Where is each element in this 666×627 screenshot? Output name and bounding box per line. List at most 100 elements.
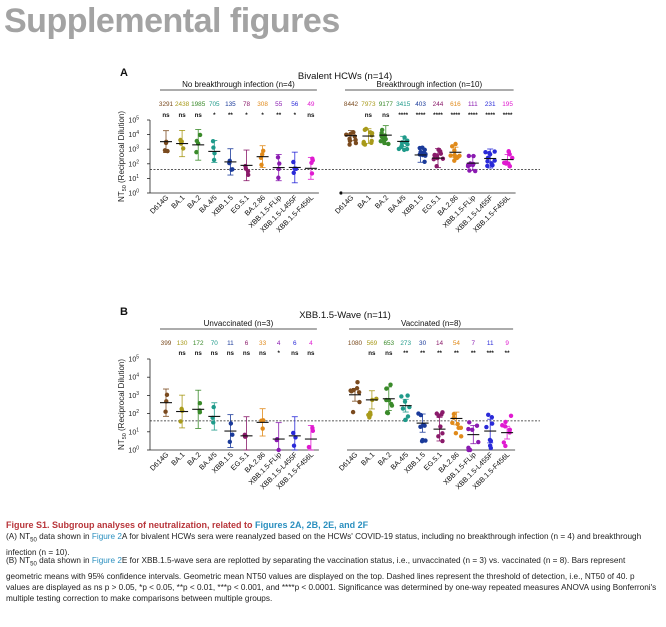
data-point: [211, 157, 217, 163]
data-point: [450, 420, 455, 425]
data-point: [403, 417, 408, 423]
significance-label: ns: [307, 350, 315, 357]
data-point: [438, 424, 443, 429]
geomean-label: 616: [450, 101, 461, 108]
y-tick-label: 102: [128, 159, 139, 168]
data-point: [448, 153, 453, 158]
data-point: [416, 411, 421, 416]
data-point: [434, 164, 439, 169]
data-point: [405, 138, 410, 143]
data-point: [484, 424, 489, 430]
category-label: D614G: [333, 193, 356, 216]
data-point: [485, 159, 490, 164]
significance-label: **: [437, 350, 442, 357]
data-point: [440, 438, 445, 444]
data-point: [352, 134, 357, 139]
y-tick-label: 102: [128, 409, 139, 418]
data-point: [361, 141, 366, 146]
data-point: [487, 150, 492, 156]
geomean-label: 135: [225, 101, 236, 108]
geomean-label: 195: [502, 101, 513, 108]
data-point: [467, 420, 472, 425]
category-label: BA.1: [169, 193, 186, 210]
significance-label: ns: [243, 350, 251, 357]
data-point: [350, 409, 356, 415]
geomean-label: 2438: [175, 101, 190, 108]
data-point: [362, 127, 368, 133]
data-point: [506, 149, 511, 154]
data-point: [405, 414, 411, 419]
data-point: [489, 161, 494, 166]
y-tick-label: 103: [128, 391, 139, 400]
geomean-label: 11: [487, 340, 494, 347]
data-point: [164, 392, 170, 398]
caption-figure-link[interactable]: Figures 2A, 2B, 2E, and 2F: [255, 520, 369, 530]
data-point: [243, 163, 248, 169]
data-point: [246, 172, 251, 178]
significance-label: ****: [433, 112, 443, 119]
data-point: [453, 430, 459, 436]
data-point: [453, 141, 458, 147]
significance-label: ns: [259, 350, 267, 357]
geomean-label: 172: [193, 340, 204, 347]
geomean-label: 55: [275, 101, 283, 108]
category-label: D614G: [337, 450, 360, 473]
data-point: [353, 137, 358, 143]
data-point: [501, 440, 507, 445]
data-point: [438, 149, 443, 154]
data-point: [458, 434, 464, 439]
data-point: [455, 421, 460, 427]
category-label: D614G: [148, 193, 171, 216]
geomean-label: 308: [257, 101, 268, 108]
data-point: [502, 424, 508, 429]
data-point: [230, 432, 235, 437]
data-point: [402, 399, 408, 404]
significance-label: **: [454, 350, 459, 357]
significance-label: **: [276, 112, 281, 119]
caption-b-mid: data shown in: [36, 556, 92, 565]
axis-break-marker: [339, 191, 343, 195]
data-point: [357, 399, 362, 405]
geomean-label: 231: [485, 101, 496, 108]
data-point: [229, 167, 234, 172]
data-point: [194, 149, 199, 155]
data-point: [436, 413, 441, 419]
panel-label: A: [120, 67, 128, 79]
panel-title: Bivalent HCWs (n=14): [298, 71, 392, 82]
data-point: [400, 406, 406, 411]
data-point: [310, 156, 315, 161]
data-point: [384, 386, 389, 391]
data-point: [344, 132, 349, 137]
group-title: Breakthrough infection (n=10): [376, 80, 482, 89]
y-axis-label: NT50 (Reciprocal Dilution): [117, 359, 128, 450]
significance-label: ns: [162, 112, 170, 119]
caption-panel-a: (A) NT50 data shown in Figure 2A for biv…: [6, 531, 660, 558]
caption-a-link[interactable]: Figure 2: [91, 532, 122, 541]
caption-b-link[interactable]: Figure 2: [91, 556, 122, 565]
panel-title: XBB.1.5-Wave (n=11): [299, 310, 391, 321]
geomean-label: 7973: [361, 101, 376, 108]
data-point: [436, 434, 441, 439]
data-point: [508, 413, 514, 418]
significance-label: ns: [365, 112, 373, 119]
data-point: [163, 409, 168, 414]
significance-label: **: [403, 350, 408, 357]
data-point: [355, 380, 360, 385]
data-point: [379, 130, 384, 136]
caption-title: Figure S1. Subgroup analyses of neutrali…: [6, 520, 660, 531]
data-point: [367, 410, 373, 415]
data-point: [422, 423, 427, 428]
significance-label: ns: [291, 350, 299, 357]
data-point: [228, 421, 234, 426]
caption-title-prefix: Figure S1. Subgroup analyses of neutrali…: [6, 520, 256, 530]
data-point: [452, 158, 457, 163]
data-point: [181, 146, 186, 151]
data-point: [178, 419, 183, 424]
significance-label: ns: [178, 350, 186, 357]
significance-label: *: [294, 112, 297, 119]
significance-label: ns: [307, 112, 315, 119]
significance-label: ****: [485, 112, 495, 119]
significance-label: **: [228, 112, 233, 119]
category-label: BA.1: [169, 450, 186, 467]
data-point: [347, 138, 353, 143]
